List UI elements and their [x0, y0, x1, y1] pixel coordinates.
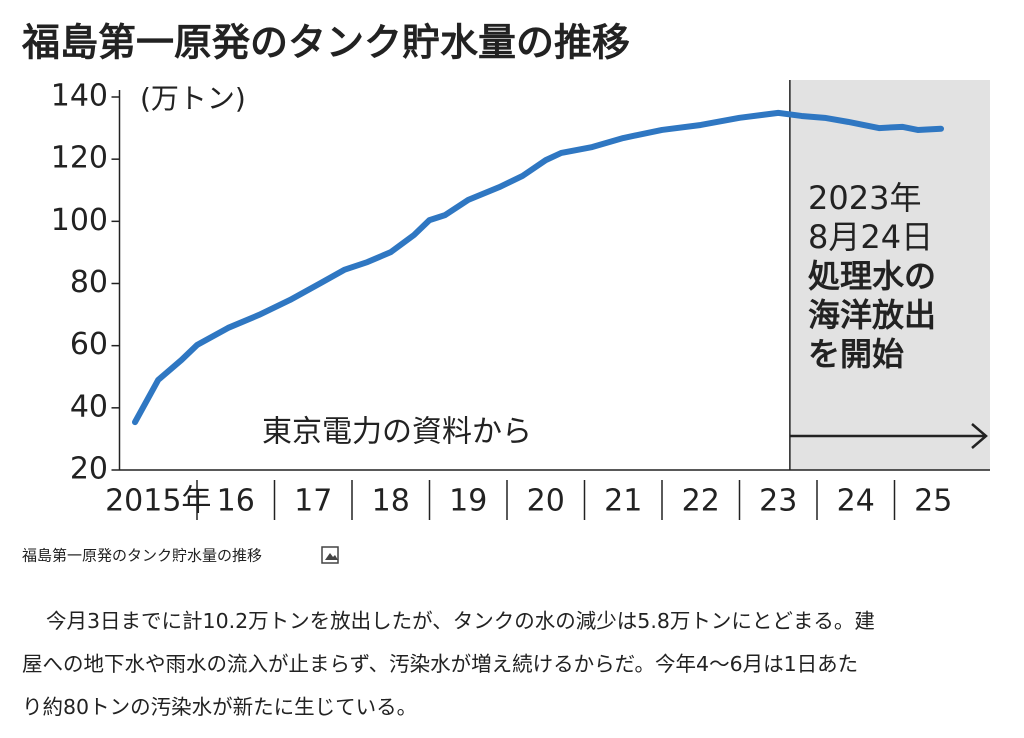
x-tick-label: 22 — [682, 484, 720, 519]
x-tick-label: 18 — [372, 484, 410, 519]
y-tick-label: 140 — [51, 79, 108, 114]
x-tick-label: 24 — [837, 484, 875, 519]
article-line: 屋への地下水や雨水の流入が止まらず、汚染水が増え続けるからだ。今年4〜6月は1日… — [22, 652, 858, 676]
x-tick-label: 21 — [604, 484, 642, 519]
y-tick-label: 60 — [70, 327, 108, 362]
annotation: 海洋放出 — [808, 296, 936, 334]
x-tick-label: 17 — [294, 484, 332, 519]
annotation: 処理水の — [808, 257, 936, 295]
annotation: 2023年 — [808, 179, 921, 217]
shaded-period — [789, 80, 990, 470]
y-tick-label: 120 — [51, 141, 108, 176]
article-line: り約80トンの汚染水が新たに生じている。 — [22, 695, 417, 719]
annotation: 8月24日 — [808, 218, 933, 256]
x-tick-label: 25 — [914, 484, 952, 519]
x-tick-label: 16 — [217, 484, 255, 519]
source: 東京電力の資料から — [262, 415, 532, 450]
chart-title: 福島第一原発のタンク貯水量の推移 — [21, 21, 630, 65]
article-line: 今月3日までに計10.2万トンを放出したが、タンクの水の減少は5.8万トンにとど… — [46, 609, 875, 633]
y-tick-label: 100 — [51, 203, 108, 238]
y-tick-label: 80 — [70, 265, 108, 300]
x-tick-label: 19 — [449, 484, 487, 519]
caption: 福島第一原発のタンク貯水量の推移 — [22, 547, 262, 565]
x-tick-label: 23 — [759, 484, 797, 519]
image-icon — [321, 546, 339, 564]
y-axis-label: (万トン) — [140, 82, 246, 115]
x-tick-label: 20 — [527, 484, 565, 519]
y-tick-label: 40 — [70, 389, 108, 424]
arrow — [789, 423, 988, 449]
y-tick-label: 20 — [70, 452, 108, 487]
annotation: を開始 — [808, 335, 904, 373]
data-line — [132, 109, 944, 426]
x-tick-label: 2015年 — [105, 484, 211, 519]
